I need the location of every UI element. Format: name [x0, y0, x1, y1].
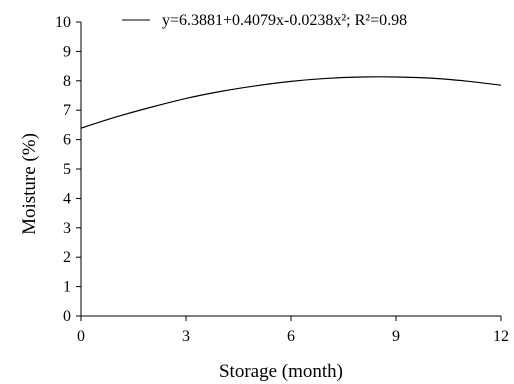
y-tick-label: 10 [55, 14, 71, 31]
y-tick-label: 8 [63, 73, 71, 90]
y-tick-label: 2 [63, 249, 71, 266]
x-axis-title: Storage (month) [219, 361, 343, 382]
y-tick-label: 7 [63, 102, 71, 119]
x-axis: 0 3 6 9 12 [77, 315, 509, 345]
y-tick-label: 1 [63, 279, 71, 296]
y-tick-label: 3 [63, 220, 71, 237]
series-layer [80, 76, 502, 129]
y-axis: 0 1 2 3 4 5 6 7 8 9 10 [55, 14, 82, 325]
y-tick-label: 9 [63, 43, 71, 60]
x-tick-label: 3 [182, 328, 190, 345]
x-tick-label: 6 [287, 328, 295, 345]
x-tick-label: 12 [493, 328, 509, 345]
legend: y=6.3881+0.4079x-0.0238x²; R²=0.98 [122, 12, 407, 29]
x-tick-label: 9 [392, 328, 400, 345]
legend-label: y=6.3881+0.4079x-0.0238x²; R²=0.98 [162, 12, 407, 29]
x-tick-label: 0 [77, 328, 85, 345]
y-tick-label: 5 [63, 161, 71, 178]
series-line [80, 76, 502, 129]
y-tick-label: 6 [63, 132, 71, 149]
y-tick-label: 4 [63, 190, 71, 207]
y-tick-label: 0 [63, 308, 71, 325]
y-axis-title: Moisture (%) [19, 133, 40, 235]
